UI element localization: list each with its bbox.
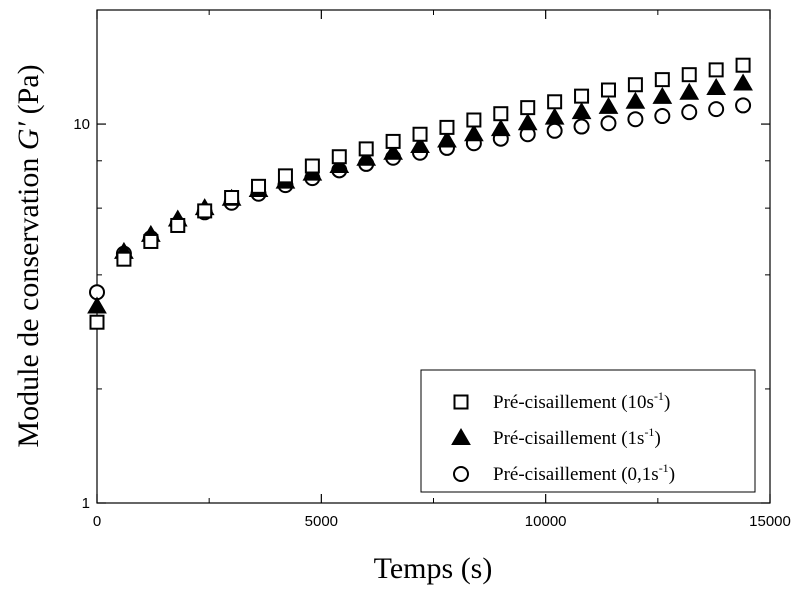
data-point-square — [520, 100, 536, 116]
data-point-square — [466, 112, 482, 128]
data-point-circle — [654, 108, 671, 125]
data-point-square — [116, 251, 132, 267]
data-point-square — [331, 149, 347, 165]
data-point-triangle — [356, 148, 377, 166]
legend-label-end: ) — [664, 392, 670, 413]
data-point-triangle — [733, 73, 753, 91]
data-point-square — [681, 67, 697, 83]
y-tick-label: 1 — [82, 495, 90, 512]
legend-label-sup: -1 — [659, 461, 669, 475]
legend-label-sup: -1 — [644, 425, 654, 439]
data-point-square — [654, 72, 670, 88]
legend: Pré-cisaillement (10s-1)Pré-cisaillement… — [420, 369, 756, 493]
data-point-triangle — [679, 82, 700, 100]
data-point-square — [197, 203, 213, 219]
data-point-square — [277, 168, 293, 184]
data-point-triangle — [464, 124, 484, 142]
data-point-square — [627, 77, 643, 93]
x-axis: 0 5000 10000 15000 — [93, 10, 791, 530]
data-point-triangle — [490, 119, 511, 137]
legend-label-end: ) — [654, 428, 660, 449]
data-point-square — [251, 178, 267, 194]
data-point-square — [493, 106, 509, 122]
data-point-circle — [546, 122, 563, 139]
y-axis: 1 10 — [73, 116, 770, 512]
legend-label: Pré-cisaillement (10s-1) — [493, 389, 670, 413]
data-point-triangle — [706, 78, 727, 96]
data-point-circle — [573, 118, 590, 135]
legend-marker-triangle — [451, 428, 471, 445]
data-point-triangle — [329, 156, 350, 174]
data-point-square — [574, 88, 590, 104]
data-point-square — [735, 57, 751, 73]
data-point-triangle — [517, 113, 538, 131]
x-tick-label: 10000 — [525, 513, 567, 530]
legend-label: Pré-cisaillement (1s-1) — [493, 425, 661, 449]
data-point-triangle — [437, 130, 457, 148]
data-point-circle — [600, 115, 617, 132]
data-point-square — [304, 158, 320, 174]
data-point-triangle — [544, 107, 565, 125]
x-axis-title: Temps (s) — [374, 552, 493, 585]
legend-label-main: Pré-cisaillement (10s — [493, 392, 654, 413]
data-point-triangle — [410, 136, 430, 154]
data-point-square — [224, 190, 240, 206]
legend-label-main: Pré-cisaillement (0,1s — [493, 464, 659, 485]
data-point-triangle — [87, 296, 107, 314]
y-tick-label: 10 — [73, 116, 90, 133]
data-point-square — [143, 233, 159, 249]
series-square — [89, 57, 751, 330]
legend-label-sup: -1 — [654, 389, 664, 403]
legend-label-main: Pré-cisaillement (1s — [493, 428, 644, 449]
data-point-triangle — [625, 91, 646, 109]
y-axis-title-symbol: G′ — [12, 121, 45, 150]
data-point-square — [547, 94, 563, 110]
data-point-square — [385, 133, 401, 149]
data-point-square — [170, 217, 186, 233]
x-tick-label: 0 — [93, 513, 101, 530]
series-triangle — [87, 73, 753, 314]
data-point-circle — [627, 111, 644, 128]
y-axis-title: Module de conservation G′ (Pa) — [12, 64, 45, 447]
data-point-triangle — [652, 86, 673, 104]
legend-label-end: ) — [669, 464, 675, 485]
legend-label: Pré-cisaillement (0,1s-1) — [493, 461, 675, 485]
data-point-square — [439, 119, 455, 135]
data-marks — [87, 57, 753, 330]
data-point-square — [412, 126, 428, 142]
data-point-square — [708, 62, 724, 78]
legend-marker-square — [453, 394, 469, 410]
y-axis-title-suffix: (Pa) — [12, 64, 45, 121]
data-point-square — [89, 314, 105, 330]
x-tick-label: 5000 — [305, 513, 338, 530]
data-point-circle — [708, 101, 725, 118]
data-point-triangle — [383, 142, 403, 160]
data-point-square — [600, 82, 616, 98]
legend-marker-circle — [453, 466, 469, 482]
y-axis-title-prefix: Module de conservation — [12, 150, 45, 447]
legend-box — [420, 369, 756, 493]
x-tick-label: 15000 — [749, 513, 791, 530]
data-point-square — [358, 141, 374, 157]
data-point-triangle — [571, 102, 592, 120]
data-point-triangle — [598, 96, 619, 114]
data-point-circle — [735, 97, 752, 114]
data-point-circle — [681, 104, 698, 121]
